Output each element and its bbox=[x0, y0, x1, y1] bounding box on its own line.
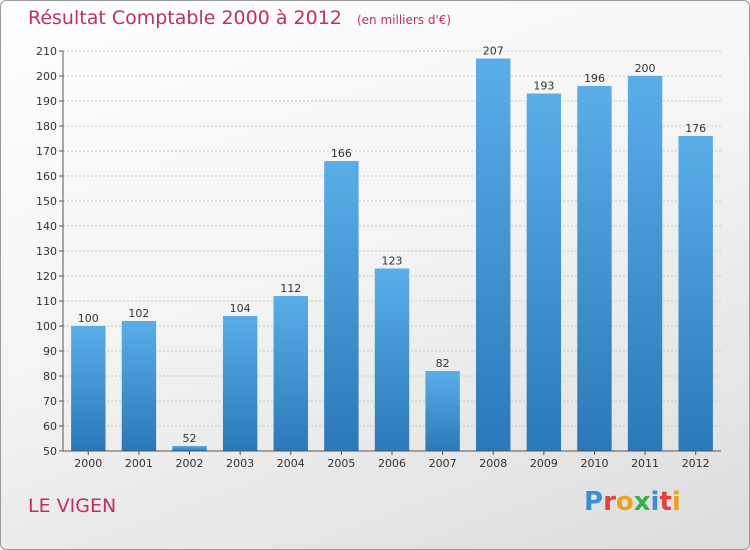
bar-2010 bbox=[577, 86, 612, 451]
x-tick-label-2003: 2003 bbox=[226, 457, 254, 470]
x-tick-label-2010: 2010 bbox=[580, 457, 608, 470]
bar-2004 bbox=[273, 296, 308, 451]
x-tick-label-2007: 2007 bbox=[429, 457, 457, 470]
y-tick-label: 90 bbox=[43, 345, 57, 358]
logo-letter: x bbox=[633, 487, 651, 517]
x-tick-label-2002: 2002 bbox=[176, 457, 204, 470]
x-tick-label-2008: 2008 bbox=[479, 457, 507, 470]
y-tick-label: 210 bbox=[36, 45, 57, 58]
data-label-2004: 112 bbox=[280, 282, 301, 295]
y-tick-label: 140 bbox=[36, 220, 57, 233]
bar-2003 bbox=[222, 316, 258, 451]
x-tick-label-2004: 2004 bbox=[277, 457, 305, 470]
bar-2000 bbox=[71, 326, 106, 451]
y-tick-label: 170 bbox=[36, 145, 57, 158]
data-label-2007: 82 bbox=[436, 357, 450, 370]
data-label-2003: 104 bbox=[230, 302, 251, 315]
data-label-2005: 166 bbox=[331, 147, 352, 160]
logo-letter: r bbox=[603, 487, 616, 517]
proxiti-logo: Proxiti bbox=[584, 487, 681, 517]
x-tick-label-2006: 2006 bbox=[378, 457, 406, 470]
x-tick-label-2009: 2009 bbox=[530, 457, 558, 470]
y-tick-label: 150 bbox=[36, 195, 57, 208]
bar-2002 bbox=[172, 446, 207, 451]
data-label-2001: 102 bbox=[128, 307, 149, 320]
x-tick-label-2005: 2005 bbox=[327, 457, 355, 470]
logo-letter: o bbox=[615, 487, 634, 517]
y-tick-label: 70 bbox=[43, 395, 57, 408]
logo-letter: t bbox=[659, 487, 672, 517]
bar-2012 bbox=[678, 136, 713, 451]
data-label-2006: 123 bbox=[382, 255, 403, 268]
x-tick-label-2011: 2011 bbox=[631, 457, 659, 470]
bar-2005 bbox=[324, 161, 359, 451]
data-label-2002: 52 bbox=[183, 432, 197, 445]
bar-2011 bbox=[627, 76, 663, 451]
chart-title-block: Résultat Comptable 2000 à 2012 (en milli… bbox=[28, 7, 451, 29]
chart-title: Résultat Comptable 2000 à 2012 bbox=[28, 7, 342, 29]
y-tick-label: 110 bbox=[36, 295, 57, 308]
data-label-2000: 100 bbox=[78, 312, 99, 325]
y-tick-label: 200 bbox=[36, 70, 57, 83]
bar-2008 bbox=[476, 58, 511, 451]
logo-letter: i bbox=[650, 487, 660, 517]
y-tick-label: 180 bbox=[36, 120, 57, 133]
x-tick-label-2000: 2000 bbox=[74, 457, 102, 470]
bar-2006 bbox=[374, 268, 410, 451]
data-label-2008: 207 bbox=[483, 45, 504, 58]
bar-2001 bbox=[121, 321, 157, 451]
logo-letter: P bbox=[584, 487, 604, 517]
y-tick-label: 80 bbox=[43, 370, 57, 383]
y-tick-label: 120 bbox=[36, 270, 57, 283]
logo-letter: i bbox=[671, 487, 681, 517]
bar-2009 bbox=[526, 93, 562, 451]
y-tick-label: 60 bbox=[43, 420, 57, 433]
y-tick-label: 160 bbox=[36, 170, 57, 183]
y-tick-label: 50 bbox=[43, 445, 57, 458]
bar-2007 bbox=[425, 371, 460, 451]
data-label-2010: 196 bbox=[584, 72, 605, 85]
y-tick-label: 190 bbox=[36, 95, 57, 108]
x-tick-label-2012: 2012 bbox=[682, 457, 710, 470]
data-label-2012: 176 bbox=[685, 122, 706, 135]
y-tick-label: 130 bbox=[36, 245, 57, 258]
data-label-2009: 193 bbox=[533, 80, 554, 93]
y-tick-label: 100 bbox=[36, 320, 57, 333]
x-tick-label-2001: 2001 bbox=[125, 457, 153, 470]
chart-subtitle: (en milliers d'€) bbox=[356, 13, 452, 27]
data-label-2011: 200 bbox=[635, 62, 656, 75]
commune-name: LE VIGEN bbox=[28, 495, 117, 517]
